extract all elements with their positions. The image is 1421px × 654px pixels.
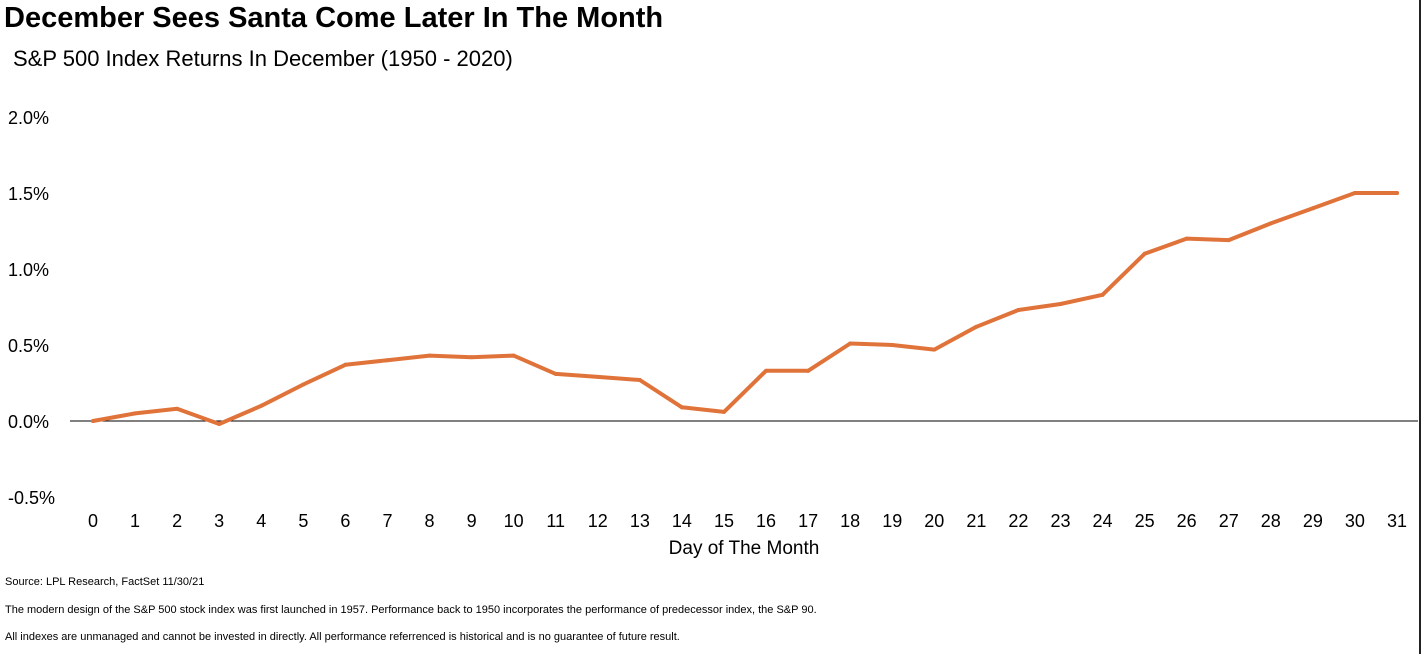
x-tick-label: 24: [1093, 511, 1113, 531]
x-tick-label: 14: [672, 511, 692, 531]
y-tick-label: 2.0%: [8, 108, 49, 128]
y-tick-label: 1.5%: [8, 184, 49, 204]
x-tick-label: 4: [256, 511, 266, 531]
x-tick-label: 22: [1008, 511, 1028, 531]
x-tick-label: 15: [714, 511, 734, 531]
data-point: [595, 374, 600, 379]
footnote-index-history: The modern design of the S&P 500 stock i…: [5, 604, 817, 616]
x-tick-label: 16: [756, 511, 776, 531]
x-tick-label: 25: [1135, 511, 1155, 531]
x-tick-label: 23: [1050, 511, 1070, 531]
x-tick-label: 1: [130, 511, 140, 531]
data-point: [91, 419, 95, 423]
data-points: [91, 191, 1399, 427]
y-tick-label: 1.0%: [8, 260, 49, 280]
x-tick-label: 8: [425, 511, 435, 531]
x-tick-label: 6: [340, 511, 350, 531]
x-tick-label: 29: [1303, 511, 1323, 531]
data-point: [890, 343, 895, 347]
x-tick-label: 18: [840, 511, 860, 531]
data-point: [1226, 238, 1231, 243]
data-point: [511, 353, 516, 358]
data-point: [469, 355, 474, 360]
chart-title: December Sees Santa Come Later In The Mo…: [4, 2, 664, 34]
x-tick-label: 10: [504, 511, 524, 531]
y-tick-label: 0.5%: [8, 336, 49, 356]
chart-subtitle: S&P 500 Index Returns In December (1950 …: [13, 46, 513, 71]
data-point: [1016, 308, 1021, 313]
series-line: [91, 191, 1399, 426]
data-point: [385, 358, 390, 363]
data-point: [1352, 191, 1357, 195]
data-point: [343, 362, 348, 367]
x-tick-label: 9: [467, 511, 477, 531]
data-point: [1310, 206, 1315, 211]
x-tick-label: 21: [966, 511, 986, 531]
x-tick-label: 19: [882, 511, 902, 531]
y-tick-label: 0.0%: [8, 412, 49, 432]
data-point: [1100, 292, 1105, 297]
data-point: [932, 347, 937, 352]
x-tick-label: 5: [298, 511, 308, 531]
data-point: [679, 405, 684, 410]
data-point: [217, 422, 222, 427]
data-point: [553, 371, 558, 376]
x-tick-label: 27: [1219, 511, 1239, 531]
data-point: [721, 409, 726, 414]
data-point: [301, 382, 306, 387]
x-tick-label: 11: [546, 511, 565, 531]
source-note: Source: LPL Research, FactSet 11/30/21: [5, 576, 205, 588]
data-point: [848, 341, 853, 346]
x-tick-label: 17: [798, 511, 818, 531]
data-point: [637, 377, 642, 382]
x-tick-label: 13: [630, 511, 650, 531]
x-tick-label: 28: [1261, 511, 1281, 531]
y-tick-label: -0.5%: [8, 488, 55, 508]
data-point: [259, 403, 264, 408]
x-tick-label: 31: [1387, 511, 1407, 531]
x-tick-label: 20: [924, 511, 944, 531]
line-chart: 2.0%1.5%1.0%0.5%0.0%-0.5% 0 1 2 3 4 5 6 7 8 9 10 11…: [8, 108, 1418, 559]
data-point: [806, 368, 811, 373]
data-point: [764, 368, 769, 373]
data-point: [1058, 301, 1063, 306]
data-point: [1268, 221, 1273, 226]
y-axis-ticks: 2.0% 1.5% 1.0% 0.5% 0.0% -0.5%: [8, 108, 55, 508]
footnote-disclaimer: All indexes are unmanaged and cannot be …: [5, 631, 680, 643]
data-point: [133, 411, 138, 416]
x-tick-label: 7: [382, 511, 392, 531]
x-tick-label: 30: [1345, 511, 1365, 531]
frame-edge: [1419, 0, 1421, 654]
x-tick-label: 0: [88, 511, 98, 531]
x-axis-ticks: 0 1 2 3 4 5 6 7 8 9 10 11 12 13 14 15 16 17 18 19 20 21 22 23 24…: [88, 511, 1407, 531]
x-tick-label: 2: [172, 511, 182, 531]
x-tick-label: 3: [214, 511, 224, 531]
data-point: [1184, 236, 1189, 241]
data-point: [1395, 191, 1399, 195]
x-tick-label: 26: [1177, 511, 1197, 531]
data-point: [427, 353, 432, 358]
data-point: [1142, 251, 1147, 256]
data-point: [974, 324, 979, 329]
data-point: [175, 406, 180, 411]
x-tick-label: 12: [588, 511, 608, 531]
x-axis-label: Day of The Month: [669, 538, 820, 559]
